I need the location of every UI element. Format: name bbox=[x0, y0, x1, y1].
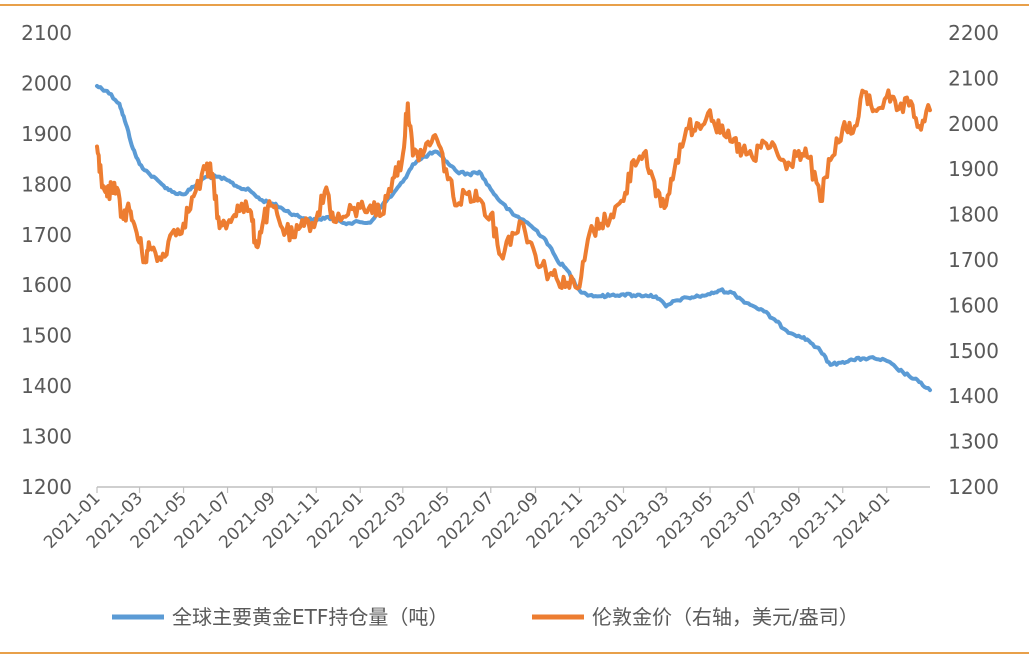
y-right-tick-label: 1200 bbox=[948, 475, 999, 499]
y-right-tick-label: 1300 bbox=[948, 430, 999, 454]
bottom-frame-line bbox=[0, 652, 1029, 654]
legend-label-1: 伦敦金价（右轴，美元/盎司） bbox=[592, 605, 859, 629]
series-layer bbox=[95, 84, 932, 393]
y-left-tick-label: 2000 bbox=[21, 71, 72, 95]
axes-layer: 1200 1300 1400 1500 1600 1700 1800 1900 2000 2100… bbox=[21, 21, 999, 553]
y-left-tick-label: 1800 bbox=[21, 172, 72, 196]
y-right-tick-label: 2100 bbox=[948, 66, 999, 90]
y-left-tick-label: 1500 bbox=[21, 324, 72, 348]
legend-label-0: 全球主要黄金ETF持仓量（吨） bbox=[172, 605, 448, 629]
series-line-1 bbox=[95, 88, 932, 291]
series-line-0 bbox=[95, 84, 932, 393]
top-frame-line bbox=[0, 4, 1029, 6]
legend: 全球主要黄金ETF持仓量（吨） 伦敦金价（右轴，美元/盎司） bbox=[112, 605, 859, 629]
y-right-tick-label: 2000 bbox=[948, 112, 999, 136]
y-left-tick-label: 1400 bbox=[21, 374, 72, 398]
y-right-tick-label: 1900 bbox=[948, 157, 999, 181]
y-right-tick-label: 1800 bbox=[948, 203, 999, 227]
y-left-tick-label: 1300 bbox=[21, 425, 72, 449]
y-left-tick-label: 1700 bbox=[21, 223, 72, 247]
y-right-tick-label: 1600 bbox=[948, 293, 999, 317]
y-left-tick-label: 1200 bbox=[21, 475, 72, 499]
y-right-tick-label: 1500 bbox=[948, 339, 999, 363]
y-left-tick-label: 1900 bbox=[21, 122, 72, 146]
y-left-tick-label: 2100 bbox=[21, 21, 72, 45]
y-right-tick-label: 1400 bbox=[948, 384, 999, 408]
y-right-tick-label: 2200 bbox=[948, 21, 999, 45]
y-left-tick-label: 1600 bbox=[21, 273, 72, 297]
y-right-tick-label: 1700 bbox=[948, 248, 999, 272]
